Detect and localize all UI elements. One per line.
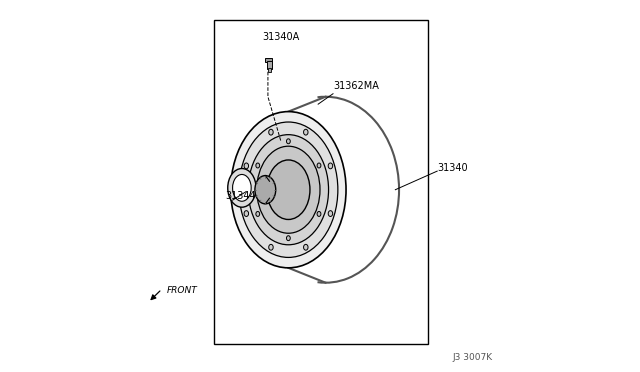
Ellipse shape (232, 174, 251, 201)
Text: J3 3007K: J3 3007K (453, 353, 493, 362)
Ellipse shape (256, 212, 260, 217)
Bar (267, 61, 271, 69)
Text: 31340A: 31340A (262, 32, 300, 42)
Ellipse shape (244, 163, 248, 169)
Ellipse shape (239, 122, 338, 257)
Text: FRONT: FRONT (167, 286, 198, 295)
Ellipse shape (317, 212, 321, 217)
Ellipse shape (303, 244, 308, 250)
Text: 31340: 31340 (437, 163, 468, 173)
Text: 31362MA: 31362MA (333, 81, 379, 91)
Ellipse shape (328, 163, 333, 169)
Ellipse shape (269, 129, 273, 135)
Ellipse shape (287, 139, 291, 144)
Ellipse shape (287, 236, 291, 241)
Ellipse shape (317, 163, 321, 168)
Ellipse shape (228, 169, 256, 207)
Ellipse shape (255, 176, 276, 204)
Ellipse shape (248, 135, 328, 245)
Ellipse shape (328, 211, 333, 217)
Ellipse shape (256, 163, 260, 168)
Ellipse shape (231, 112, 346, 268)
Bar (214, 20, 428, 344)
Ellipse shape (267, 160, 310, 219)
Bar (265, 58, 273, 62)
Ellipse shape (303, 129, 308, 135)
Ellipse shape (257, 146, 320, 233)
Bar (268, 68, 271, 72)
Ellipse shape (269, 244, 273, 250)
Text: 31344: 31344 (225, 191, 256, 201)
Ellipse shape (244, 211, 248, 217)
